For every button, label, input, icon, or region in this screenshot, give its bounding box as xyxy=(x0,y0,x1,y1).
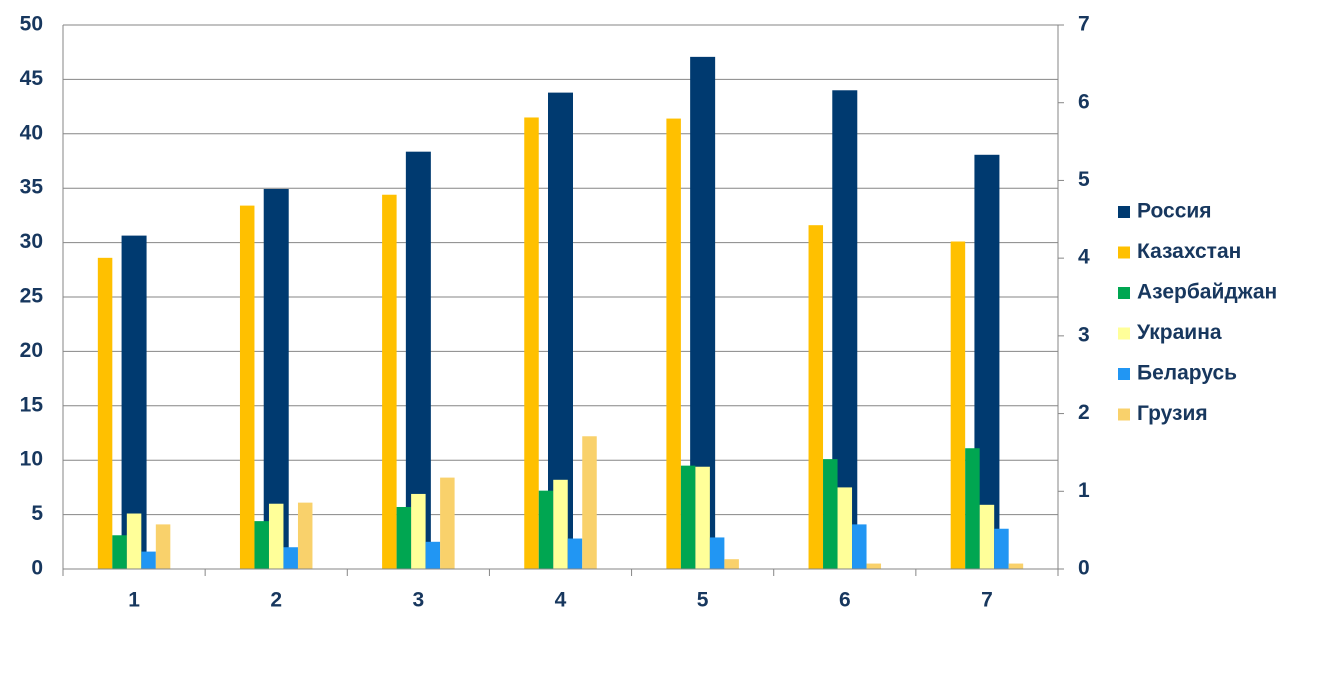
x-tick-label: 6 xyxy=(839,589,851,612)
bar xyxy=(965,448,980,569)
bar xyxy=(411,493,426,569)
bar xyxy=(950,241,966,569)
legend-label: Россия xyxy=(1137,200,1212,223)
y2-tick-label: 7 xyxy=(1078,13,1090,36)
legend-swatch xyxy=(1118,327,1130,340)
y2-tick-label: 3 xyxy=(1078,323,1090,346)
bar xyxy=(567,538,583,569)
bar xyxy=(666,118,681,570)
y-tick-label: 20 xyxy=(20,339,43,362)
bar xyxy=(538,490,554,569)
bar xyxy=(268,503,284,569)
y-tick-label: 5 xyxy=(31,502,43,525)
y-tick-label: 35 xyxy=(20,176,44,199)
y-tick-label: 30 xyxy=(20,230,43,253)
x-tick-label: 5 xyxy=(697,589,709,612)
bar xyxy=(582,436,597,569)
y-tick-label: 10 xyxy=(20,448,43,471)
bar xyxy=(126,513,142,569)
bar xyxy=(823,459,838,569)
legend-label: Казахстан xyxy=(1137,240,1241,263)
bar xyxy=(524,117,539,569)
bar xyxy=(254,521,269,569)
y-tick-label: 0 xyxy=(31,557,43,580)
bar xyxy=(680,465,696,569)
y-tick-label: 15 xyxy=(20,393,44,416)
bar xyxy=(979,504,995,569)
bar xyxy=(112,535,127,569)
legend-swatch xyxy=(1118,368,1130,380)
bar xyxy=(724,559,739,569)
bar xyxy=(239,205,255,569)
y2-tick-label: 5 xyxy=(1078,168,1090,191)
bar xyxy=(1008,563,1024,569)
x-tick-label: 3 xyxy=(413,589,425,612)
bar xyxy=(121,235,147,569)
bar xyxy=(396,506,412,569)
legend-swatch xyxy=(1118,246,1130,259)
bar xyxy=(994,528,1009,569)
y2-tick-label: 4 xyxy=(1078,246,1090,269)
legend-swatch xyxy=(1118,408,1130,421)
bar xyxy=(695,466,710,569)
x-tick-label: 7 xyxy=(981,589,993,612)
bar xyxy=(837,487,853,569)
legend-label: Грузия xyxy=(1137,402,1208,425)
bar xyxy=(382,194,397,569)
bar xyxy=(553,479,568,569)
y-tick-label: 50 xyxy=(20,13,43,36)
bar xyxy=(297,502,313,569)
bar xyxy=(440,477,455,569)
legend-label: Азербайджан xyxy=(1137,281,1277,304)
x-tick-label: 1 xyxy=(128,589,140,612)
legend-label: Беларусь xyxy=(1137,362,1237,385)
bar xyxy=(852,524,867,569)
y2-tick-label: 1 xyxy=(1078,479,1090,502)
y-tick-label: 45 xyxy=(20,67,44,90)
y-tick-label: 25 xyxy=(20,285,44,308)
bar xyxy=(97,257,113,569)
bar xyxy=(866,563,882,569)
legend-swatch xyxy=(1118,287,1130,299)
y-tick-label: 40 xyxy=(20,121,43,144)
legend-swatch xyxy=(1118,206,1130,218)
x-tick-label: 2 xyxy=(270,589,282,612)
bar xyxy=(808,225,824,569)
x-tick-label: 4 xyxy=(555,589,567,612)
bar xyxy=(709,537,725,569)
legend-label: Украина xyxy=(1137,321,1222,344)
bar xyxy=(155,524,171,569)
y2-tick-label: 0 xyxy=(1078,557,1090,580)
bar xyxy=(425,541,441,569)
bar xyxy=(283,547,298,569)
bar xyxy=(141,551,156,569)
y2-tick-label: 6 xyxy=(1078,90,1090,113)
y2-tick-label: 2 xyxy=(1078,401,1090,424)
